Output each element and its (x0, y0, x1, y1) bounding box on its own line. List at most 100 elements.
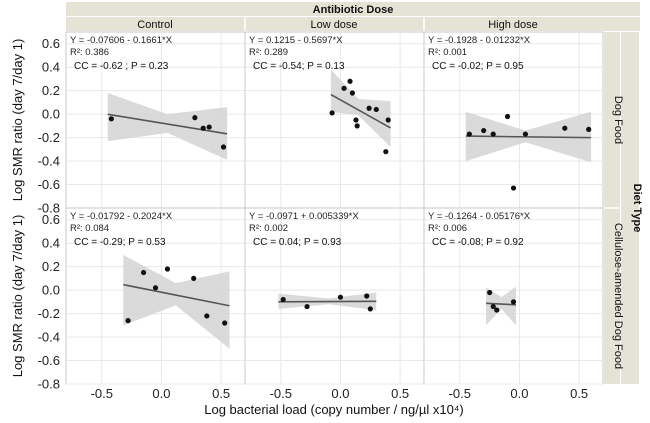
data-point (200, 125, 206, 131)
y-tick-label: -0.4 (38, 154, 60, 169)
x-ticks-group: -0.5 0.0 0.5 -0.5 0.0 0.5 -0.5 0.0 0.5 (91, 386, 589, 401)
data-point (220, 144, 227, 150)
panel-frame (244, 31, 425, 209)
x-tick-label: 0.5 (391, 386, 409, 401)
data-point (337, 294, 344, 300)
regression-line (330, 93, 391, 129)
correlation-label: CC = 0.04; P = 0.93 (253, 237, 342, 248)
panel-frame (244, 207, 425, 385)
y-tick-label: 0.4 (42, 236, 60, 251)
y-tick-label: -0.6 (38, 177, 60, 192)
data-point (383, 149, 389, 155)
column-label-control: Control (137, 19, 172, 31)
data-point (385, 117, 391, 123)
y-tick-label: -0.4 (38, 330, 60, 345)
data-point (373, 106, 379, 113)
y-tick-label: -0.2 (38, 130, 60, 145)
data-point (366, 105, 372, 111)
data-point (125, 318, 131, 324)
panel-0-2: Y = -0.1928 - 0.01232*XR²: 0.001 CC = -0.… (423, 31, 604, 209)
data-point (522, 131, 529, 137)
regression-line (465, 135, 592, 139)
r-squared-label: R²: 0.006 (428, 223, 467, 234)
data-point (487, 289, 493, 296)
data-point (329, 110, 335, 116)
data-point (108, 116, 114, 122)
y-ticks-group: 0.60.40.20.0-0.2-0.4-0.6-0.80.60.40.20.0… (38, 36, 60, 391)
r-squared-label: R²: 0.386 (70, 47, 109, 58)
regression-line (486, 302, 516, 306)
panel-1-0: Y = -0.01792 - 0.2024*XR²: 0.084 CC = -0.… (65, 207, 246, 385)
data-point (280, 296, 286, 303)
data-point (510, 299, 517, 305)
x-axis-label: Log bacterial load (copy number / ng/µl … (204, 402, 464, 417)
x-tick-label: 0.0 (331, 386, 349, 401)
row-label-cellulose-dog-food: Cellulose-amended Dog Food (612, 223, 624, 369)
correlation-label: CC = -0.29; P = 0.53 (74, 237, 166, 248)
x-tick-label: 0.0 (510, 386, 528, 401)
panels-group: Y = -0.07606 - 0.1661*XR²: 0.386 CC = -0.… (65, 31, 604, 385)
data-point (490, 131, 496, 137)
equation-label: Y = -0.1264 - 0.05176*X (428, 211, 531, 222)
data-point (347, 78, 353, 84)
r-squared-label: R²: 0.001 (428, 47, 467, 58)
facet-column-title: Antibiotic Dose (313, 4, 394, 16)
data-point (152, 285, 159, 291)
panel-0-1: Y = 0.1215 - 0.5697*XR²: 0.289 CC = -0.54… (244, 31, 425, 209)
correlation-label: CC = -0.54; P = 0.13 (253, 61, 345, 72)
y-tick-label: -0.8 (38, 377, 60, 392)
r-squared-label: R²: 0.002 (249, 223, 288, 234)
correlation-label: CC = -0.08; P = 0.92 (432, 237, 524, 248)
correlation-label: CC = -0.62 ; P = 0.23 (74, 61, 169, 72)
correlation-label: CC = -0.02; P = 0.95 (432, 61, 524, 72)
y-tick-label: 0.4 (42, 60, 60, 75)
r-squared-label: R²: 0.084 (70, 223, 109, 234)
x-tick-label: 0.0 (152, 386, 170, 401)
data-point (206, 124, 212, 130)
data-point (562, 125, 568, 131)
data-point (466, 131, 472, 137)
data-point (504, 113, 511, 120)
regression-line (278, 300, 377, 303)
data-point (140, 269, 147, 276)
x-tick-label: 0.5 (212, 386, 230, 401)
equation-label: Y = -0.1928 - 0.01232*X (428, 35, 531, 46)
x-tick-label: 0.5 (570, 386, 588, 401)
x-tick-label: -0.5 (91, 386, 113, 401)
y-axis-label-bottom: Log SMR ratio (day 7/day 1) (10, 215, 25, 378)
column-label-low-dose: Low dose (310, 19, 357, 31)
y-tick-label: -0.6 (38, 353, 60, 368)
data-point (341, 85, 347, 91)
confidence-band (486, 286, 516, 326)
data-point (353, 117, 359, 123)
x-tick-label: -0.5 (449, 386, 471, 401)
y-tick-label: 0.2 (42, 259, 60, 274)
column-label-bar (66, 17, 640, 31)
panel-1-1: Y = -0.0971 + 0.005339*XR²: 0.002 CC = 0.… (244, 207, 425, 385)
confidence-band (123, 254, 230, 349)
data-point (364, 293, 370, 299)
y-tick-label: 0.6 (42, 36, 60, 51)
y-tick-label: -0.8 (38, 201, 60, 216)
equation-label: Y = -0.0971 + 0.005339*X (249, 211, 359, 222)
panel-1-2: Y = -0.1264 - 0.05176*XR²: 0.006 CC = -0.… (423, 207, 604, 385)
equation-label: Y = -0.07606 - 0.1661*X (70, 35, 173, 46)
data-point (191, 275, 197, 281)
y-tick-label: 0.6 (42, 212, 60, 227)
data-point (494, 307, 500, 313)
regression-line (123, 283, 230, 307)
row-label-dog-food: Dog Food (612, 96, 624, 144)
facet-row-title: Diet Type (631, 184, 643, 233)
data-point (222, 320, 228, 326)
y-tick-label: -0.2 (38, 306, 60, 321)
data-point (510, 185, 517, 191)
data-point (192, 115, 198, 121)
facet-column-header-bg (66, 2, 640, 16)
y-tick-label: 0.0 (42, 283, 60, 298)
data-point (304, 303, 310, 310)
confidence-band (107, 93, 228, 160)
equation-label: Y = -0.01792 - 0.2024*X (70, 211, 173, 222)
facet-row-header-bg (621, 32, 639, 384)
regression-line (107, 113, 228, 135)
panel-0-0: Y = -0.07606 - 0.1661*XR²: 0.386 CC = -0.… (65, 31, 246, 209)
